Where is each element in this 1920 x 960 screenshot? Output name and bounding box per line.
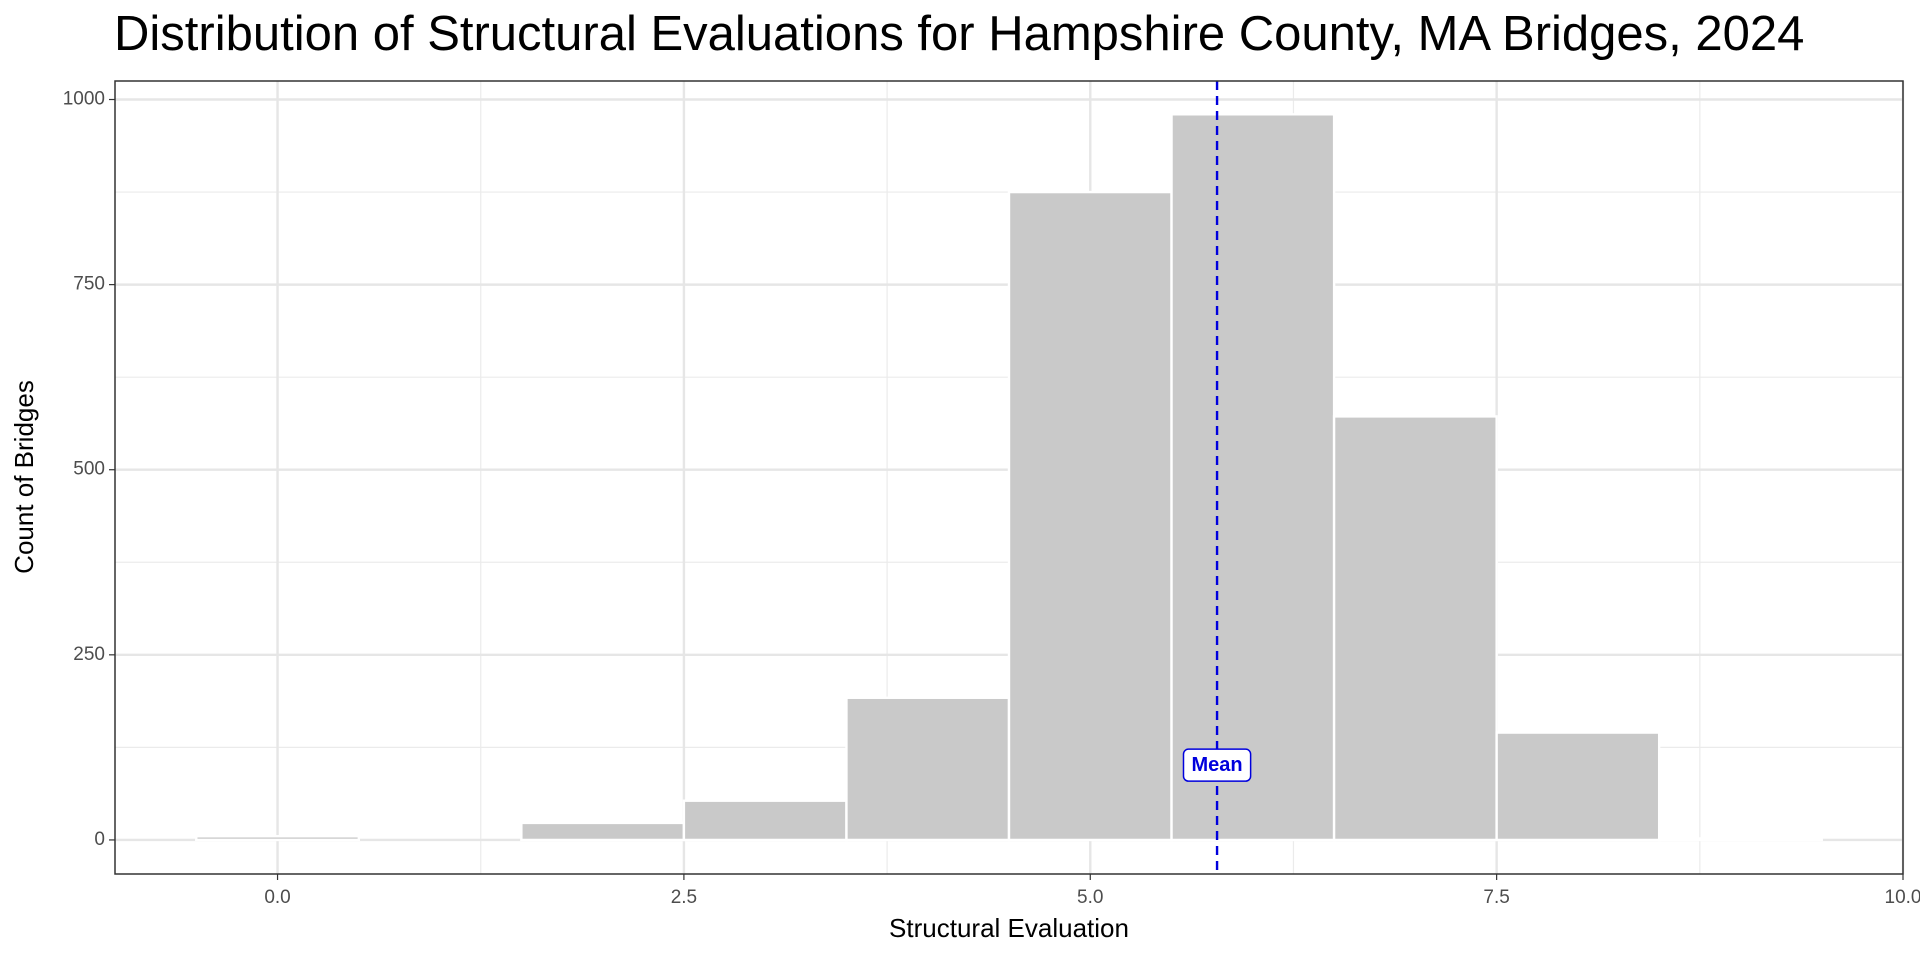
- plot-area: [115, 81, 1905, 874]
- bar: [845, 696, 1011, 842]
- y-tick-label: 1000: [63, 89, 105, 110]
- x-tick-label: 7.5: [1483, 887, 1509, 908]
- y-tick-label: 250: [73, 644, 105, 665]
- y-axis-label: Count of Bridges: [9, 380, 39, 574]
- x-tick-label: 10.0: [1885, 887, 1920, 908]
- bar: [520, 821, 686, 842]
- bar: [1007, 190, 1173, 842]
- bar: [1657, 837, 1823, 842]
- bar: [195, 835, 361, 842]
- bar: [1170, 113, 1336, 842]
- x-tick-label: 0.0: [264, 887, 290, 908]
- bar: [1495, 731, 1661, 842]
- y-tick-label: 0: [94, 829, 105, 850]
- chart-title: Distribution of Structural Evaluations f…: [114, 7, 1804, 61]
- bar: [1332, 415, 1498, 842]
- x-tick-label: 2.5: [671, 887, 697, 908]
- bar: [682, 799, 848, 842]
- mean-label-box: [1182, 748, 1252, 782]
- x-tick-label: 5.0: [1077, 887, 1103, 908]
- mean-label: Mean: [1191, 754, 1242, 776]
- y-tick-label: 500: [73, 459, 105, 480]
- y-tick-label: 750: [73, 274, 105, 295]
- x-axis-label: Structural Evaluation: [889, 913, 1129, 943]
- panel-border: [114, 80, 1904, 875]
